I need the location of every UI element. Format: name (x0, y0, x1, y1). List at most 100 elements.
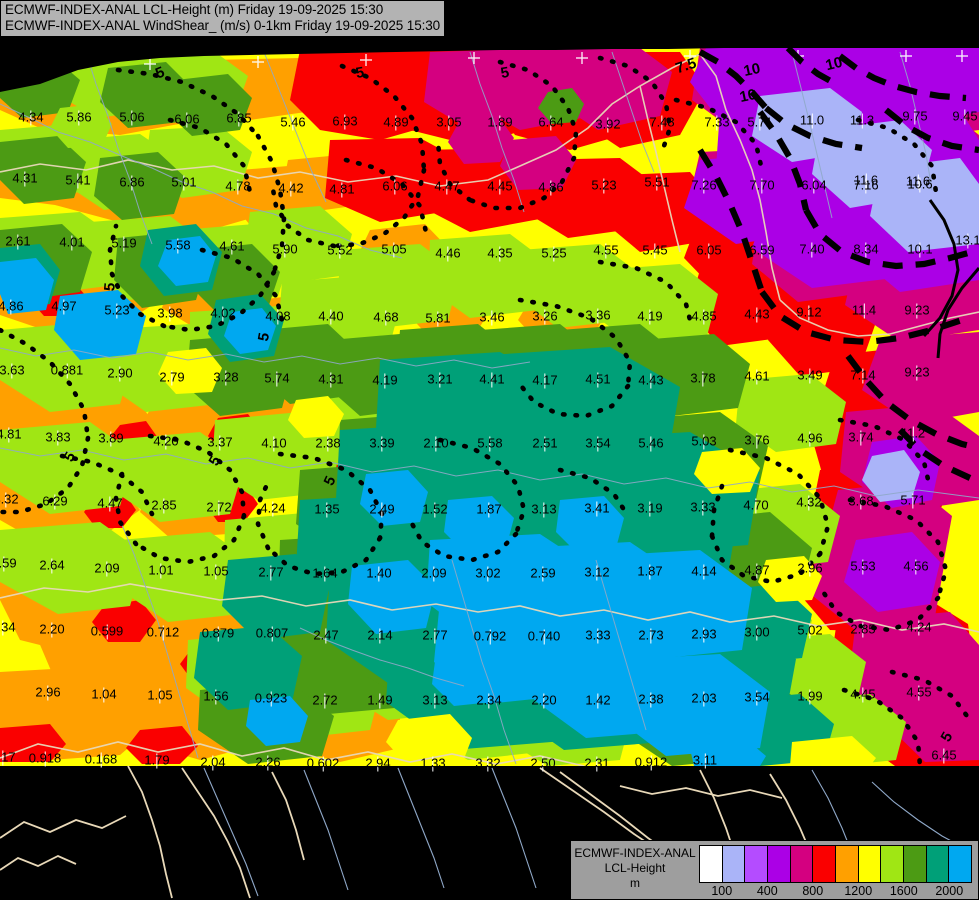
lcl-value-label: 4.89 (383, 114, 409, 130)
legend-swatch-9 (904, 846, 927, 882)
lcl-value-label: 9.23 (904, 364, 930, 380)
legend-swatch-7 (858, 846, 882, 882)
legend-caption-parameter: LCL-Height (604, 861, 666, 875)
windshear-contour-label: 10 (738, 85, 758, 107)
lcl-value-label: 3.98 (157, 305, 183, 321)
legend-swatch-8 (881, 846, 905, 882)
lcl-value-label: 9.12 (796, 304, 822, 320)
lcl-value-label: 2.47 (313, 627, 339, 643)
lcl-value-label: 6.06 (382, 178, 408, 194)
lcl-value-label: 3.28 (213, 369, 239, 385)
lcl-value-label: 4.96 (797, 430, 823, 446)
lcl-value-label: 1.59 (0, 556, 17, 571)
lcl-value-label: 4.14 (691, 563, 717, 579)
windshear-contour-label: 5 (101, 282, 119, 292)
lcl-value-label: 5.45 (642, 242, 668, 258)
map-title-banner: ECMWF-INDEX-ANAL LCL-Height (m) Friday 1… (0, 0, 446, 37)
lcl-value-label: 2.03 (691, 690, 717, 706)
lcl-value-label: 1.17 (0, 750, 16, 765)
lcl-value-label: 1.64 (312, 565, 338, 581)
lcl-value-label: 0.879 (201, 625, 235, 641)
lcl-value-label: 6.06 (174, 111, 200, 127)
lcl-value-label: 4.45 (850, 686, 876, 702)
lcl-value-label: 6.05 (696, 242, 722, 258)
legend-tick-2000: 2000 (935, 884, 964, 898)
lcl-value-label: 4.47 (97, 495, 123, 511)
lcl-value-label: 3.92 (595, 116, 621, 132)
lcl-value-label: 2.34 (476, 692, 502, 708)
lcl-value-label: 2.73 (638, 627, 664, 643)
lcl-value-label: 1.04 (91, 686, 117, 702)
lcl-value-label: 5.05 (381, 241, 407, 257)
lcl-value-label: 5.58 (165, 237, 191, 253)
lcl-value-label: 1.33 (420, 755, 446, 771)
lcl-value-label: 3.37 (207, 434, 233, 450)
legend-swatch-6 (836, 846, 859, 882)
lcl-value-label: 5.46 (638, 435, 664, 451)
lcl-value-label: 2.85 (850, 621, 876, 637)
lcl-value-label: 2.31 (584, 755, 610, 771)
lcl-value-label: 3.83 (45, 429, 71, 445)
lcl-value-label: 4.86 (538, 179, 564, 195)
lcl-value-label: 2.10 (423, 435, 449, 451)
lcl-value-label: 6.86 (119, 174, 145, 190)
lcl-value-label: 2.72 (206, 499, 232, 515)
lcl-value-label: 4.32 (0, 492, 19, 507)
lcl-value-label: 4.20 (153, 433, 179, 449)
lcl-value-label: 0.912 (634, 754, 668, 770)
lcl-value-label: 5.01 (171, 174, 197, 190)
lcl-value-label: 2.90 (107, 365, 133, 381)
lcl-value-label: 2.51 (532, 435, 558, 451)
legend-tick-1600: 1600 (889, 884, 918, 898)
lcl-value-label: 0.602 (306, 755, 340, 771)
lcl-value-label: 1.89 (487, 114, 513, 130)
lcl-value-label: 5.41 (65, 172, 91, 188)
lcl-value-label: 1.99 (797, 688, 823, 704)
windshear-contour-label: 10 (823, 53, 845, 75)
lcl-value-label: 0.807 (255, 625, 289, 641)
lcl-value-label: 1.01 (148, 562, 174, 578)
lcl-value-label: 4.35 (487, 245, 513, 261)
lcl-value-label: 4.81 (0, 427, 22, 442)
lcl-value-label: 11.4 (851, 302, 877, 318)
lcl-value-label: 3.12 (584, 564, 610, 580)
lcl-value-label: 9.23 (904, 302, 930, 318)
lcl-value-label: 4.68 (373, 309, 399, 325)
lcl-value-label: 4.43 (744, 306, 770, 322)
lcl-value-label: 5.52 (327, 242, 353, 258)
lcl-value-label: 2.77 (422, 627, 448, 643)
lcl-value-label: 1.87 (476, 501, 502, 517)
lcl-value-label: 1.87 (637, 563, 663, 579)
lcl-value-label: 2.20 (39, 621, 65, 637)
lcl-value-label: 3.41 (584, 500, 610, 516)
lcl-value-label: 0.740 (527, 628, 561, 644)
lcl-value-label: 4.61 (219, 238, 245, 254)
legend-swatch-11 (949, 846, 972, 882)
lcl-value-label: 3.54 (585, 435, 611, 451)
lcl-value-label: 3.49 (797, 367, 823, 383)
legend-caption-model: ECMWF-INDEX-ANAL (574, 846, 696, 860)
lcl-value-label: 4.02 (210, 305, 236, 321)
legend-swatch-1 (722, 846, 746, 882)
lcl-value-label: 2.38 (638, 691, 664, 707)
lcl-value-label: 2.20 (531, 692, 557, 708)
lcl-value-label: 3.34 (0, 620, 16, 635)
lcl-value-label: 2.26 (255, 754, 281, 770)
lcl-value-label: 2.04 (200, 754, 226, 770)
lcl-value-label: 4.41 (479, 371, 505, 387)
lcl-value-label: 3.19 (637, 500, 663, 516)
lcl-value-label: 4.17 (532, 372, 558, 388)
lcl-value-label: 4.97 (51, 298, 77, 314)
lcl-value-label: 2.72 (312, 692, 338, 708)
lcl-value-label: 2.85 (151, 497, 177, 513)
lcl-value-label: 5.19 (111, 235, 137, 251)
lcl-value-label: 4.45 (487, 178, 513, 194)
lcl-value-label: 5.74 (264, 370, 290, 386)
lcl-value-label: 2.96 (35, 684, 61, 700)
legend-swatch-4 (790, 846, 814, 882)
lcl-value-label: 5.25 (541, 245, 567, 261)
lcl-value-label: 5.90 (272, 241, 298, 257)
lcl-value-label: 1.05 (147, 687, 173, 703)
lcl-value-label: 3.68 (848, 493, 874, 509)
lcl-value-label: 4.56 (903, 558, 929, 574)
